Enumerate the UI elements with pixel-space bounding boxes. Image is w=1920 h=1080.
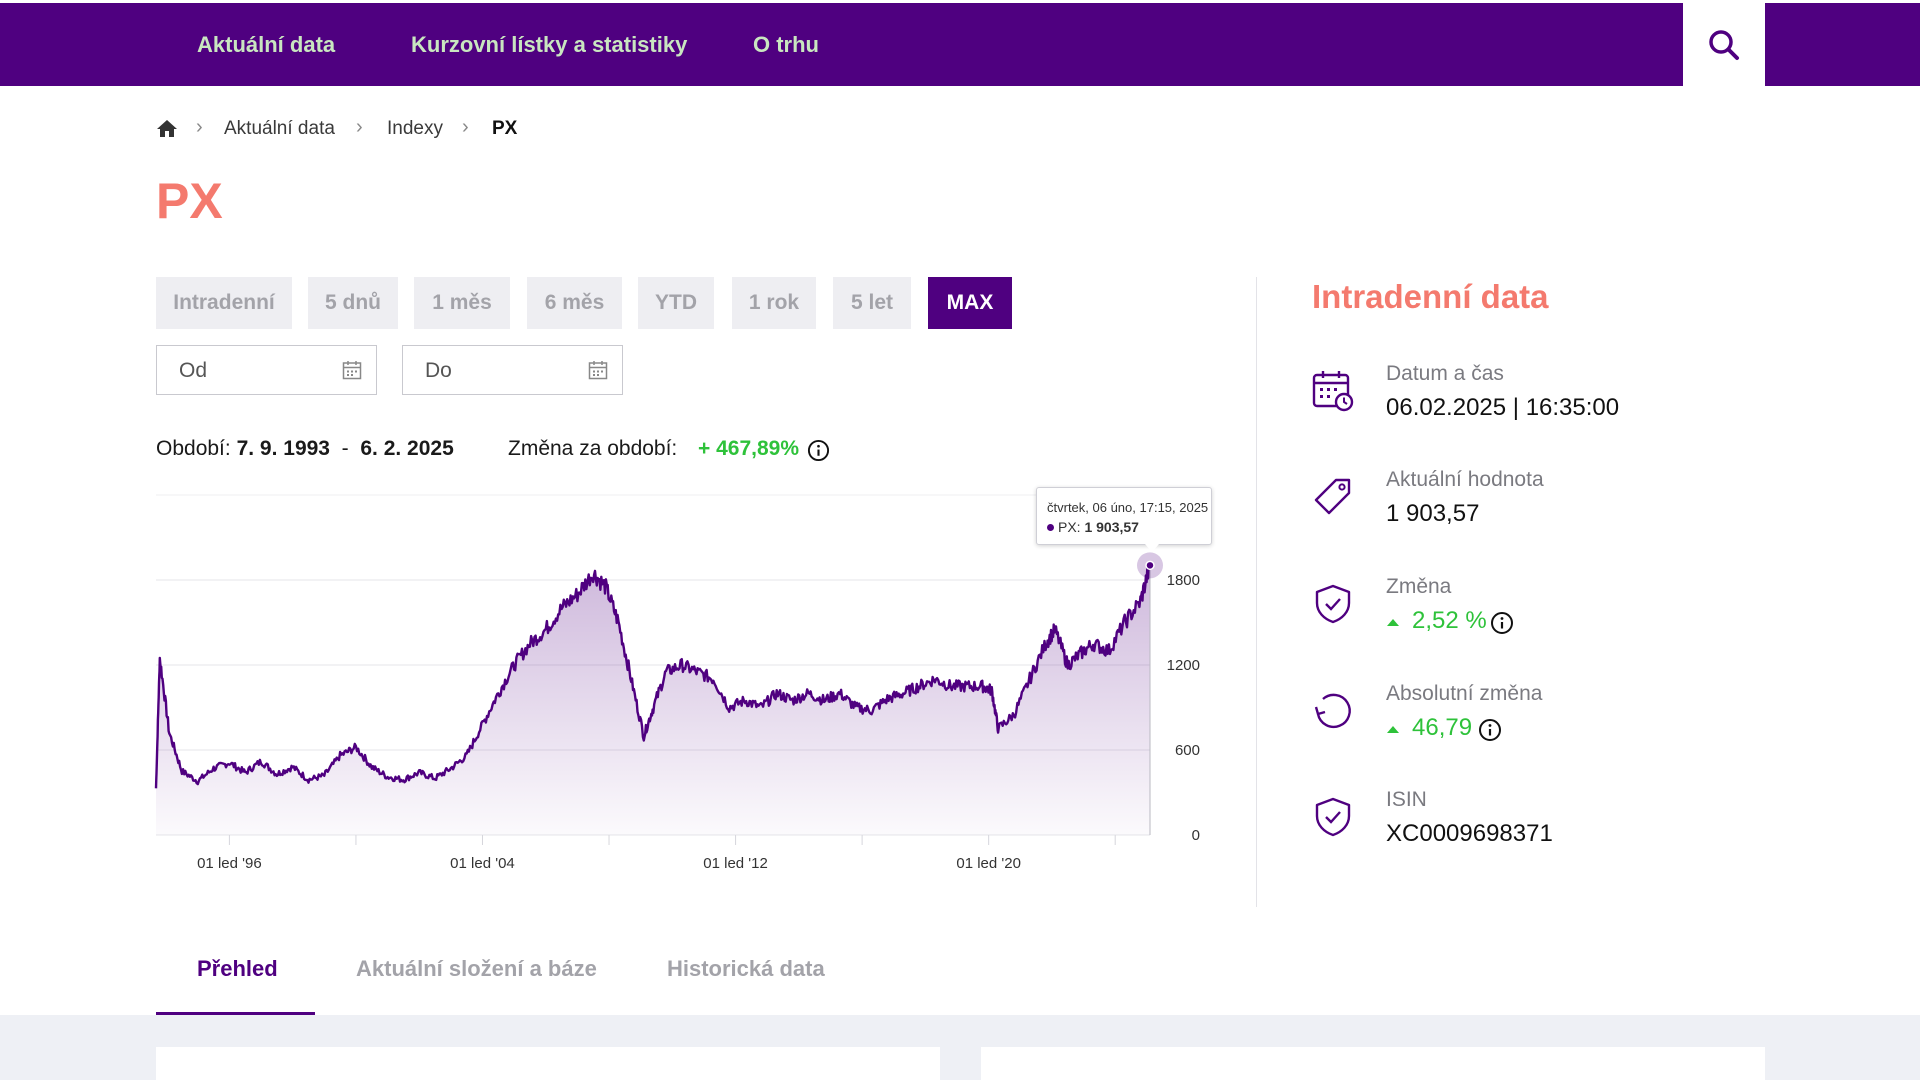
breadcrumb-item-current: PX <box>492 118 518 139</box>
period-button-6-mes[interactable]: 6 měs <box>527 277 622 329</box>
stat-isin: ISIN XC0009698371 <box>1312 788 1812 878</box>
period-button-intradenni[interactable]: Intradenní <box>156 277 292 329</box>
date-to-input[interactable]: Do <box>402 345 623 395</box>
stat-label: Datum a čas <box>1386 362 1504 385</box>
stat-datetime: Datum a čas 06.02.2025 | 16:35:00 <box>1312 362 1812 452</box>
x-tick-label: 01 led '20 <box>956 855 1021 872</box>
date-from-label: Od <box>179 359 208 382</box>
breadcrumb-item-indexy[interactable]: Indexy <box>387 118 443 139</box>
breadcrumb-separator: › <box>462 116 469 138</box>
tooltip-value-line: PX: 1 903,57 <box>1047 519 1139 535</box>
nav-item-kurzovni-listky[interactable]: Kurzovní lístky a statistiky <box>411 32 688 57</box>
active-tab-indicator <box>156 1012 315 1015</box>
stat-label: ISIN <box>1386 788 1427 811</box>
up-arrow-icon <box>1387 619 1399 626</box>
change-value: + 467,89% <box>698 437 800 460</box>
series-area <box>156 562 1150 835</box>
home-icon[interactable] <box>156 119 178 138</box>
panel-title: Intradenní data <box>1312 278 1549 315</box>
y-tick-label: 1200 <box>1167 657 1200 674</box>
tooltip-date: čtvrtek, 06 úno, 17:15, 2025 <box>1047 500 1209 515</box>
refresh-icon <box>1314 693 1351 729</box>
stat-label: Aktuální hodnota <box>1386 468 1544 491</box>
y-tick-label: 0 <box>1192 827 1200 844</box>
tab-historicka-data[interactable]: Historická data <box>667 956 825 981</box>
breadcrumb-separator: › <box>196 116 203 138</box>
search-button[interactable] <box>1683 3 1765 86</box>
nav-item-aktualni-data[interactable]: Aktuální data <box>197 32 336 57</box>
y-tick-label: 600 <box>1175 742 1200 759</box>
tooltip-series: PX: <box>1058 519 1081 535</box>
tooltip-arrow <box>1145 544 1159 552</box>
calendar-clock-icon <box>1312 371 1354 412</box>
stat-value: 06.02.2025 | 16:35:00 <box>1386 394 1620 421</box>
change-label: Změna za období: <box>508 437 678 460</box>
period-button-5-dnu[interactable]: 5 dnů <box>308 277 398 329</box>
content-card <box>156 1047 940 1080</box>
stat-change: Změna 2,52 % <box>1312 575 1812 665</box>
tab-aktualni-slozeni[interactable]: Aktuální složení a báze <box>356 956 597 981</box>
page-title: PX <box>156 173 223 229</box>
chart-tooltip: čtvrtek, 06 úno, 17:15, 2025 PX: 1 903,5… <box>1036 487 1212 545</box>
px-index-chart[interactable]: 0 600 1200 1800 01 led '96 01 led '04 01 led '… <box>150 480 1210 880</box>
period-label: Období: <box>156 437 231 460</box>
period-to: 6. 2. 2025 <box>360 437 454 460</box>
series-line <box>154 561 1152 789</box>
stat-label: Absolutní změna <box>1386 682 1543 705</box>
stat-label: Změna <box>1386 575 1452 598</box>
shield-check-icon <box>1315 584 1351 624</box>
stat-value: 2,52 % <box>1412 607 1487 634</box>
stat-current-value: Aktuální hodnota 1 903,57 <box>1312 468 1812 558</box>
vertical-divider <box>1256 277 1257 907</box>
period-button-1-rok[interactable]: 1 rok <box>732 277 816 329</box>
tag-icon <box>1314 478 1351 515</box>
stat-value: 46,79 <box>1412 714 1473 741</box>
series-dot-icon <box>1047 524 1054 531</box>
stat-value: 1 903,57 <box>1386 500 1480 527</box>
tab-prehled[interactable]: Přehled <box>197 956 278 981</box>
up-arrow-icon <box>1387 726 1399 733</box>
search-icon <box>1709 30 1739 60</box>
breadcrumb-separator: › <box>356 116 363 138</box>
period-button-ytd[interactable]: YTD <box>638 277 714 329</box>
period-summary: Období: 7. 9. 1993 - 6. 2. 2025 <box>156 437 454 461</box>
y-tick-label: 1800 <box>1167 572 1200 589</box>
date-from-input[interactable]: Od <box>156 345 377 395</box>
shield-check-icon <box>1315 797 1351 837</box>
date-to-label: Do <box>425 359 452 382</box>
period-dash: - <box>341 437 349 460</box>
period-from: 7. 9. 1993 <box>236 437 330 460</box>
calendar-icon[interactable] <box>342 360 362 380</box>
content-card <box>981 1047 1765 1080</box>
tooltip-value: 1 903,57 <box>1084 519 1139 535</box>
info-icon[interactable] <box>807 439 830 462</box>
x-tick-label: 01 led '04 <box>450 855 515 872</box>
info-icon[interactable] <box>1478 718 1502 742</box>
period-button-5-let[interactable]: 5 let <box>833 277 911 329</box>
period-button-1-mes[interactable]: 1 měs <box>414 277 510 329</box>
nav-item-o-trhu[interactable]: O trhu <box>753 32 819 57</box>
hover-point <box>1145 560 1155 571</box>
info-icon[interactable] <box>1490 611 1514 635</box>
top-navigation: Aktuální data Kurzovní lístky a statisti… <box>0 3 1920 86</box>
period-button-max[interactable]: MAX <box>928 277 1012 329</box>
calendar-icon[interactable] <box>588 360 608 380</box>
x-tick-label: 01 led '96 <box>197 855 262 872</box>
stat-value: XC0009698371 <box>1386 820 1553 847</box>
breadcrumb-item-aktualni-data[interactable]: Aktuální data <box>224 118 335 139</box>
stat-absolute-change: Absolutní změna 46,79 <box>1312 682 1812 772</box>
x-tick-label: 01 led '12 <box>703 855 768 872</box>
